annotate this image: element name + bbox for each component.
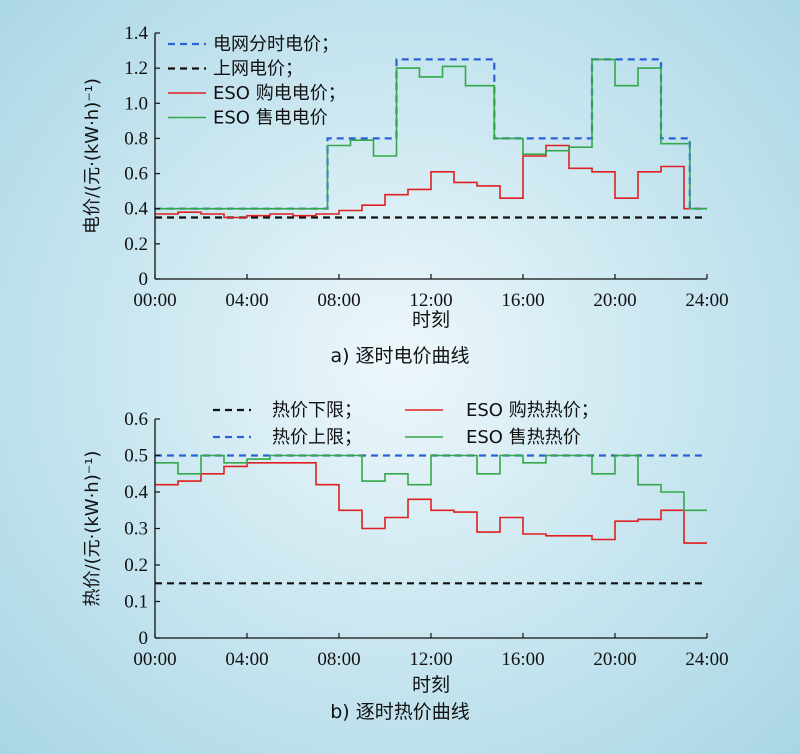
- series-line-1: [155, 462, 707, 544]
- x-tick-label: 00:00: [133, 649, 176, 670]
- legend-label: ESO 购热热价；: [466, 400, 599, 421]
- y-tick-label: 0.8: [124, 128, 148, 149]
- y-tick-label: 0.6: [124, 409, 148, 430]
- x-tick-label: 20:00: [593, 649, 636, 670]
- y-axis-label: 电价/(元·(kW·h)⁻¹): [82, 78, 103, 234]
- series-group: [155, 454, 707, 585]
- series-line-3: [155, 58, 707, 210]
- y-tick-label: 0.4: [124, 482, 148, 503]
- series-group: [155, 58, 707, 219]
- x-tick-label: 04:00: [225, 649, 268, 670]
- x-tick-label: 12:00: [409, 649, 452, 670]
- x-tick-label: 16:00: [501, 649, 544, 670]
- legend: 热价下限； ESO 购热热价； 热价上限； ESO 售热热价: [213, 400, 599, 448]
- x-tick-label: 00:00: [133, 290, 176, 311]
- x-tick-label: 20:00: [593, 290, 636, 311]
- y-tick-label: 0.4: [124, 199, 148, 220]
- x-tick-label: 24:00: [685, 290, 728, 311]
- legend-label: 热价上限；: [272, 427, 362, 448]
- y-tick-label: 1.0: [124, 93, 148, 114]
- y-tick-label: 1.2: [124, 58, 148, 79]
- y-tick-label: 0.6: [124, 164, 148, 185]
- x-tick-label: 12:00: [409, 290, 452, 311]
- chart-panel-b: 0 0.1 0.2 0.3 0.4 0.5 0.6 00:00 04:00 08:00 12:00 1…: [82, 400, 729, 723]
- y-tick-label: 0.1: [124, 592, 148, 613]
- legend-label: 上网电价；: [213, 59, 303, 80]
- y-tick-label: 0.2: [124, 234, 148, 255]
- legend-label: ESO 售热热价: [466, 427, 581, 448]
- x-tick-label: 08:00: [317, 290, 360, 311]
- legend-label: ESO 售电电价: [213, 108, 328, 129]
- series-line-0: [155, 58, 707, 210]
- y-tick-label: 1.4: [124, 23, 148, 44]
- x-tick-label: 08:00: [317, 649, 360, 670]
- x-axis-label: 时刻: [412, 309, 450, 331]
- y-axis-label: 热价/(元·(kW·h)⁻¹): [82, 451, 103, 607]
- y-tick-label: 0.5: [124, 446, 148, 467]
- x-tick-label: 24:00: [685, 649, 728, 670]
- chart-caption: b) 逐时热价曲线: [330, 701, 470, 723]
- series-line-2: [155, 144, 707, 219]
- legend-label: 热价下限；: [272, 400, 362, 421]
- chart-caption: a) 逐时电价曲线: [330, 345, 469, 367]
- series-line-3: [155, 454, 707, 512]
- legend-label: ESO 购电电价；: [213, 83, 346, 104]
- x-tick-label: 16:00: [501, 290, 544, 311]
- y-tick-label: 0: [139, 269, 149, 290]
- y-tick-label: 0: [139, 628, 149, 649]
- y-tick-label: 0.3: [124, 519, 148, 540]
- x-tick-label: 04:00: [225, 290, 268, 311]
- x-axis-label: 时刻: [412, 674, 450, 696]
- legend: 电网分时电价； 上网电价； ESO 购电电价； ESO 售电电价: [168, 34, 346, 129]
- chart-panel-a: 0 0.2 0.4 0.6 0.8 1.0 1.2 1.4 00:00 04:00 08:00 12:…: [82, 23, 729, 367]
- legend-label: 电网分时电价；: [213, 34, 339, 55]
- y-tick-label: 0.2: [124, 555, 148, 576]
